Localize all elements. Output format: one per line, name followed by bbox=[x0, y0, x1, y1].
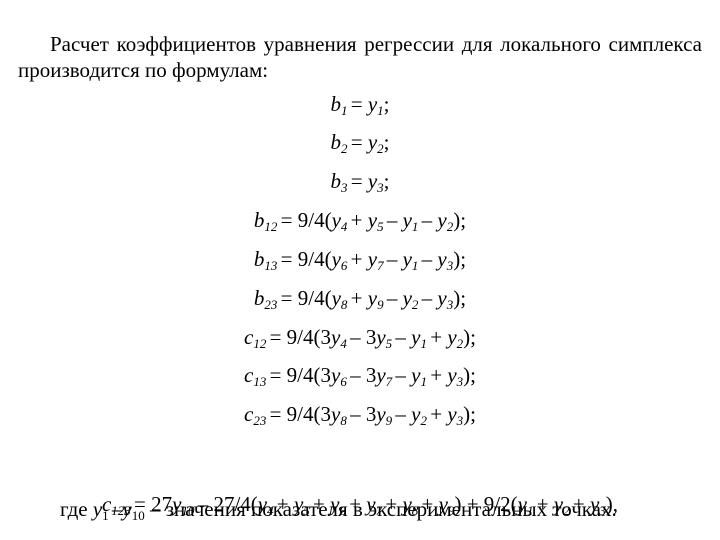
long-formula-line: c123 = 27y10 – 27/4(y4 + y5 + y6 + y7 + … bbox=[0, 491, 720, 519]
formula-line-2: b2 = y2; bbox=[18, 123, 702, 162]
formula-line-6: b23 = 9/4(y8 + y9 – y2 – y3); bbox=[18, 279, 702, 318]
formula-line-1: b1 = y1; bbox=[18, 85, 702, 124]
formula-line-9: c23 = 9/4(3y8 – 3y9 – y2 + y3); bbox=[18, 395, 702, 434]
formula-line-5: b13 = 9/4(y6 + y7 – y1 – y3); bbox=[18, 240, 702, 279]
formula-line-7: c12 = 9/4(3y4 – 3y5 – y1 + y2); bbox=[18, 318, 702, 357]
intro-paragraph: Расчет коэффициентов уравнения регрессии… bbox=[18, 31, 702, 84]
formula-line-3: b3 = y3; bbox=[18, 162, 702, 201]
formula-line-4: b12 = 9/4(y4 + y5 – y1 – y2); bbox=[18, 201, 702, 240]
formula-block: b1 = y1; b2 = y2; b3 = y3; b12 = 9/4(y4 … bbox=[18, 85, 702, 435]
formula-line-8: c13 = 9/4(3y6 – 3y7 – y1 + y3); bbox=[18, 356, 702, 395]
